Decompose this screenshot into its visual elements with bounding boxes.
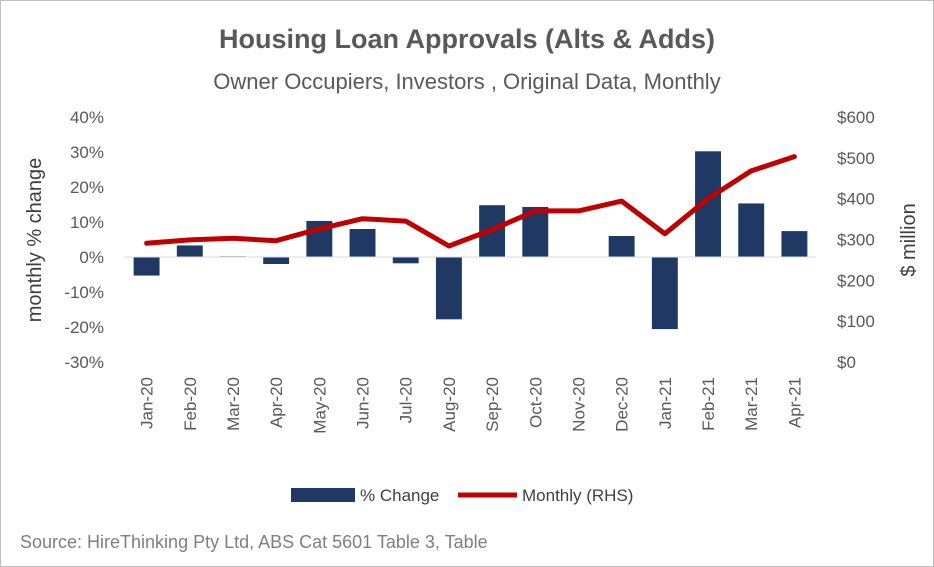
left-tick-label: -30% bbox=[64, 353, 104, 372]
legend: % Change Monthly (RHS) bbox=[291, 486, 633, 505]
bar bbox=[263, 257, 290, 264]
legend-label-line: Monthly (RHS) bbox=[522, 486, 633, 505]
legend-swatch-bar bbox=[291, 488, 355, 502]
bar bbox=[738, 203, 765, 257]
legend-label-bar: % Change bbox=[360, 486, 439, 505]
right-tick-label: $500 bbox=[837, 149, 875, 168]
chart-subtitle: Owner Occupiers, Investors , Original Da… bbox=[213, 69, 721, 94]
x-tick-label: Feb-20 bbox=[181, 377, 200, 431]
right-tick-label: $300 bbox=[837, 231, 875, 250]
x-tick-label: Jul-20 bbox=[397, 377, 416, 423]
bar bbox=[392, 257, 419, 264]
left-tick-label: -20% bbox=[64, 318, 104, 337]
x-tick-label: Jun-20 bbox=[354, 377, 373, 429]
x-tick-label: May-20 bbox=[310, 377, 329, 434]
left-tick-label: 20% bbox=[70, 178, 104, 197]
bar bbox=[349, 229, 376, 257]
right-tick-label: $0 bbox=[837, 353, 856, 372]
left-tick-label: 0% bbox=[79, 248, 104, 267]
bar bbox=[651, 257, 678, 330]
chart-title: Housing Loan Approvals (Alts & Adds) bbox=[218, 24, 715, 54]
left-tick-label: -10% bbox=[64, 283, 104, 302]
left-tick-label: 10% bbox=[70, 213, 104, 232]
left-axis-ticks: 40% 30% 20% 10% 0% -10% -20% -30% bbox=[64, 108, 104, 372]
x-tick-label: Aug-20 bbox=[440, 377, 459, 432]
bar bbox=[133, 257, 160, 276]
right-tick-label: $200 bbox=[837, 271, 875, 290]
x-tick-label: Jan-21 bbox=[656, 377, 675, 429]
x-tick-label: Feb-21 bbox=[699, 377, 718, 431]
x-tick-label: Jan-20 bbox=[138, 377, 157, 429]
bar bbox=[608, 236, 635, 257]
x-tick-label: Oct-20 bbox=[526, 377, 545, 428]
x-tick-label: Apr-21 bbox=[785, 377, 804, 428]
right-tick-label: $100 bbox=[837, 312, 875, 331]
right-axis-ticks: $600 $500 $400 $300 $200 $100 $0 bbox=[837, 108, 875, 372]
bar bbox=[435, 257, 462, 320]
left-tick-label: 30% bbox=[70, 143, 104, 162]
x-tick-label: Apr-20 bbox=[267, 377, 286, 428]
right-axis-title: $ million bbox=[898, 203, 920, 276]
bar bbox=[176, 245, 203, 257]
bar bbox=[781, 231, 808, 257]
x-tick-label: Dec-20 bbox=[613, 377, 632, 432]
x-tick-label: Nov-20 bbox=[570, 377, 589, 432]
right-tick-label: $400 bbox=[837, 190, 875, 209]
x-tick-label: Sep-20 bbox=[483, 377, 502, 432]
x-tick-label: Mar-20 bbox=[224, 377, 243, 431]
line-series bbox=[144, 154, 797, 249]
source-note: Source: HireThinking Pty Ltd, ABS Cat 56… bbox=[20, 532, 488, 552]
x-axis-ticks: Jan-20 Feb-20 Mar-20 Apr-20 May-20 Jun-20 Jul-… bbox=[138, 377, 805, 434]
right-tick-label: $600 bbox=[837, 108, 875, 127]
x-tick-label: Mar-21 bbox=[742, 377, 761, 431]
series-line bbox=[144, 154, 797, 249]
left-axis-title: monthly % change bbox=[24, 158, 46, 323]
left-tick-label: 40% bbox=[70, 108, 104, 127]
